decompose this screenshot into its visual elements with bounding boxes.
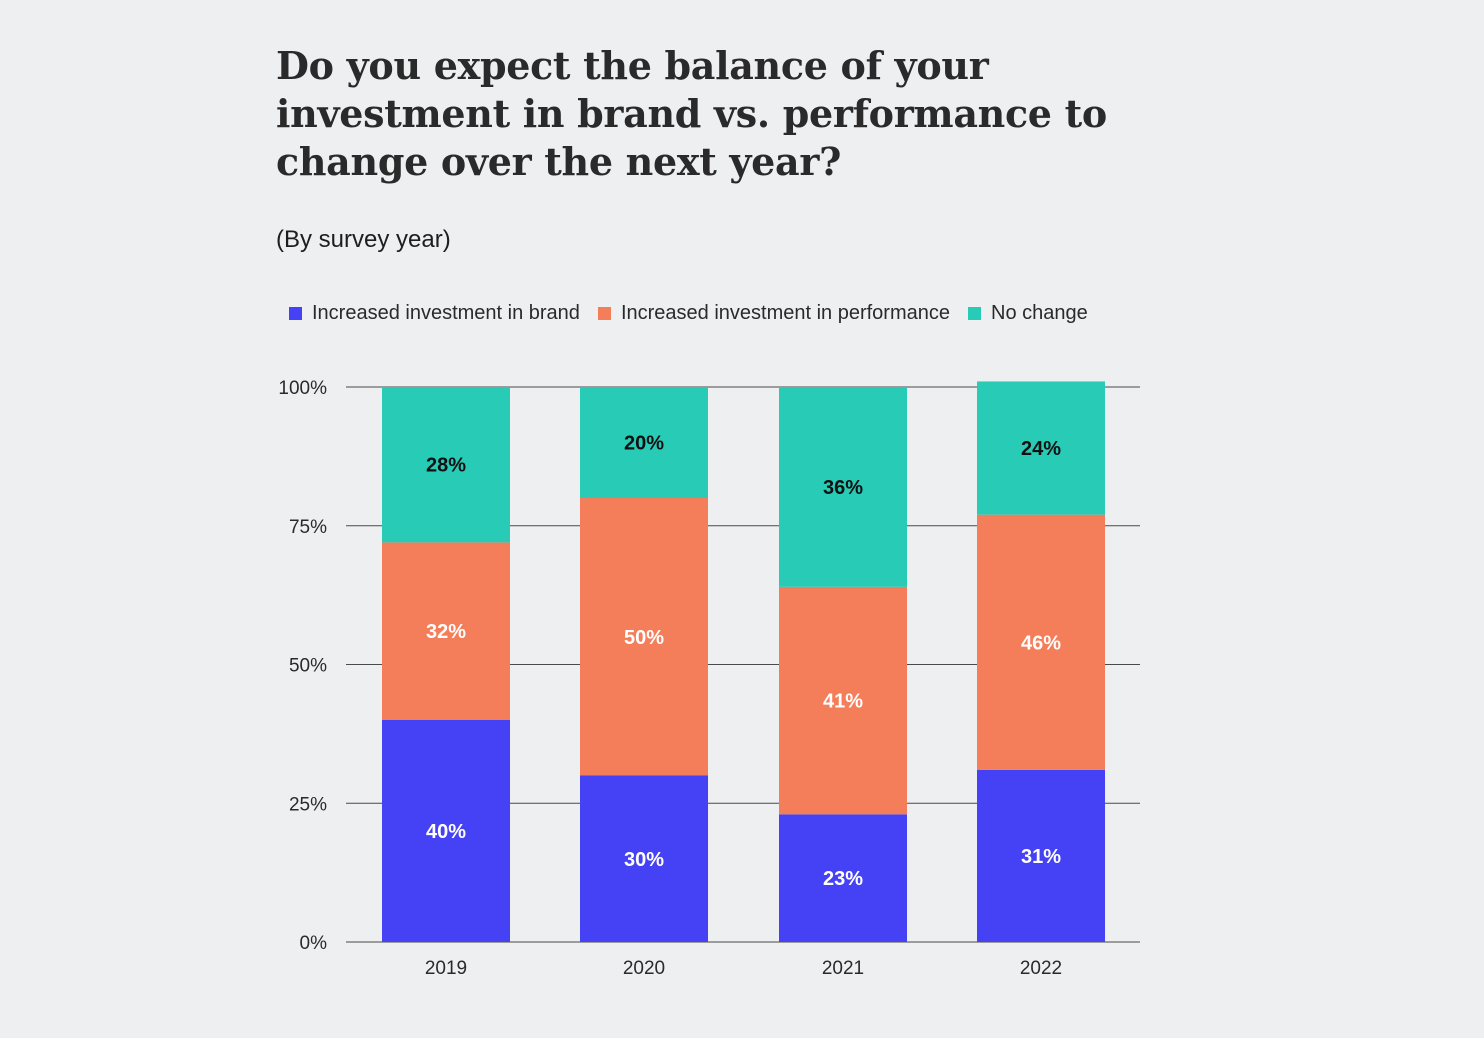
bar-segment-2021-s2 bbox=[779, 387, 907, 587]
bar-segment-2020-s2 bbox=[580, 387, 708, 498]
bar-segment-2022-s0 bbox=[977, 769, 1105, 942]
legend-item-no-change: No change bbox=[968, 302, 1088, 325]
chart-subtitle: (By survey year) bbox=[276, 226, 451, 253]
data-label-2020-s1: 50% bbox=[624, 627, 664, 649]
y-tick-label: 0% bbox=[300, 933, 328, 954]
bar-segment-2019-s0 bbox=[382, 720, 510, 942]
legend-swatch-brand bbox=[289, 307, 302, 320]
bar-segment-2021-s1 bbox=[779, 586, 907, 815]
legend-item-brand: Increased investment in brand bbox=[289, 302, 580, 325]
legend-label-brand: Increased investment in brand bbox=[312, 302, 580, 324]
x-tick-label: 2022 bbox=[1020, 958, 1062, 979]
bar-segment-2021-s0 bbox=[779, 814, 907, 942]
y-tick-label: 100% bbox=[278, 378, 327, 399]
bars bbox=[382, 381, 1105, 942]
axes: 0% 25% 50% 75% 100% 2019 2020 2021 2022 bbox=[278, 378, 1062, 979]
bar-segment-2020-s0 bbox=[580, 775, 708, 942]
data-label-2020-s0: 30% bbox=[624, 849, 664, 871]
chart-legend: Increased investment in brand Increased … bbox=[289, 302, 1106, 325]
bar-segment-2019-s2 bbox=[382, 387, 510, 543]
data-label-2022-s1: 46% bbox=[1021, 632, 1061, 654]
bar-segment-2022-s1 bbox=[977, 514, 1105, 770]
data-label-2019-s1: 32% bbox=[426, 621, 466, 643]
x-tick-label: 2019 bbox=[425, 958, 467, 979]
legend-swatch-performance bbox=[597, 307, 611, 320]
x-tick-label: 2020 bbox=[623, 958, 665, 979]
bar-segment-2020-s1 bbox=[580, 498, 708, 776]
legend-item-performance: Increased investment in performance bbox=[597, 302, 950, 325]
chart-title: Do you expect the balance of your invest… bbox=[276, 43, 1107, 184]
data-label-2021-s1: 41% bbox=[823, 691, 863, 713]
data-label-2021-s2: 36% bbox=[823, 477, 863, 499]
data-label-2021-s0: 23% bbox=[823, 868, 863, 890]
x-tick-label: 2021 bbox=[822, 958, 864, 979]
data-labels: 40% 32% 28% 30% 50% 20% 23% 41% 36% 31% 46% 24% bbox=[426, 433, 1061, 891]
y-tick-label: 75% bbox=[289, 517, 327, 538]
y-tick-label: 25% bbox=[289, 794, 327, 815]
data-label-2019-s0: 40% bbox=[426, 821, 466, 843]
data-label-2020-s2: 20% bbox=[624, 433, 664, 455]
legend-label-no-change: No change bbox=[991, 302, 1088, 324]
y-tick-label: 50% bbox=[289, 656, 327, 677]
bar-segment-2022-s2 bbox=[977, 381, 1105, 515]
data-label-2022-s0: 31% bbox=[1021, 846, 1061, 868]
data-label-2019-s2: 28% bbox=[426, 455, 466, 477]
bar-segment-2019-s1 bbox=[382, 542, 510, 720]
data-label-2022-s2: 24% bbox=[1021, 438, 1061, 460]
legend-label-performance: Increased investment in performance bbox=[620, 302, 950, 324]
legend-swatch-no-change bbox=[968, 307, 981, 320]
